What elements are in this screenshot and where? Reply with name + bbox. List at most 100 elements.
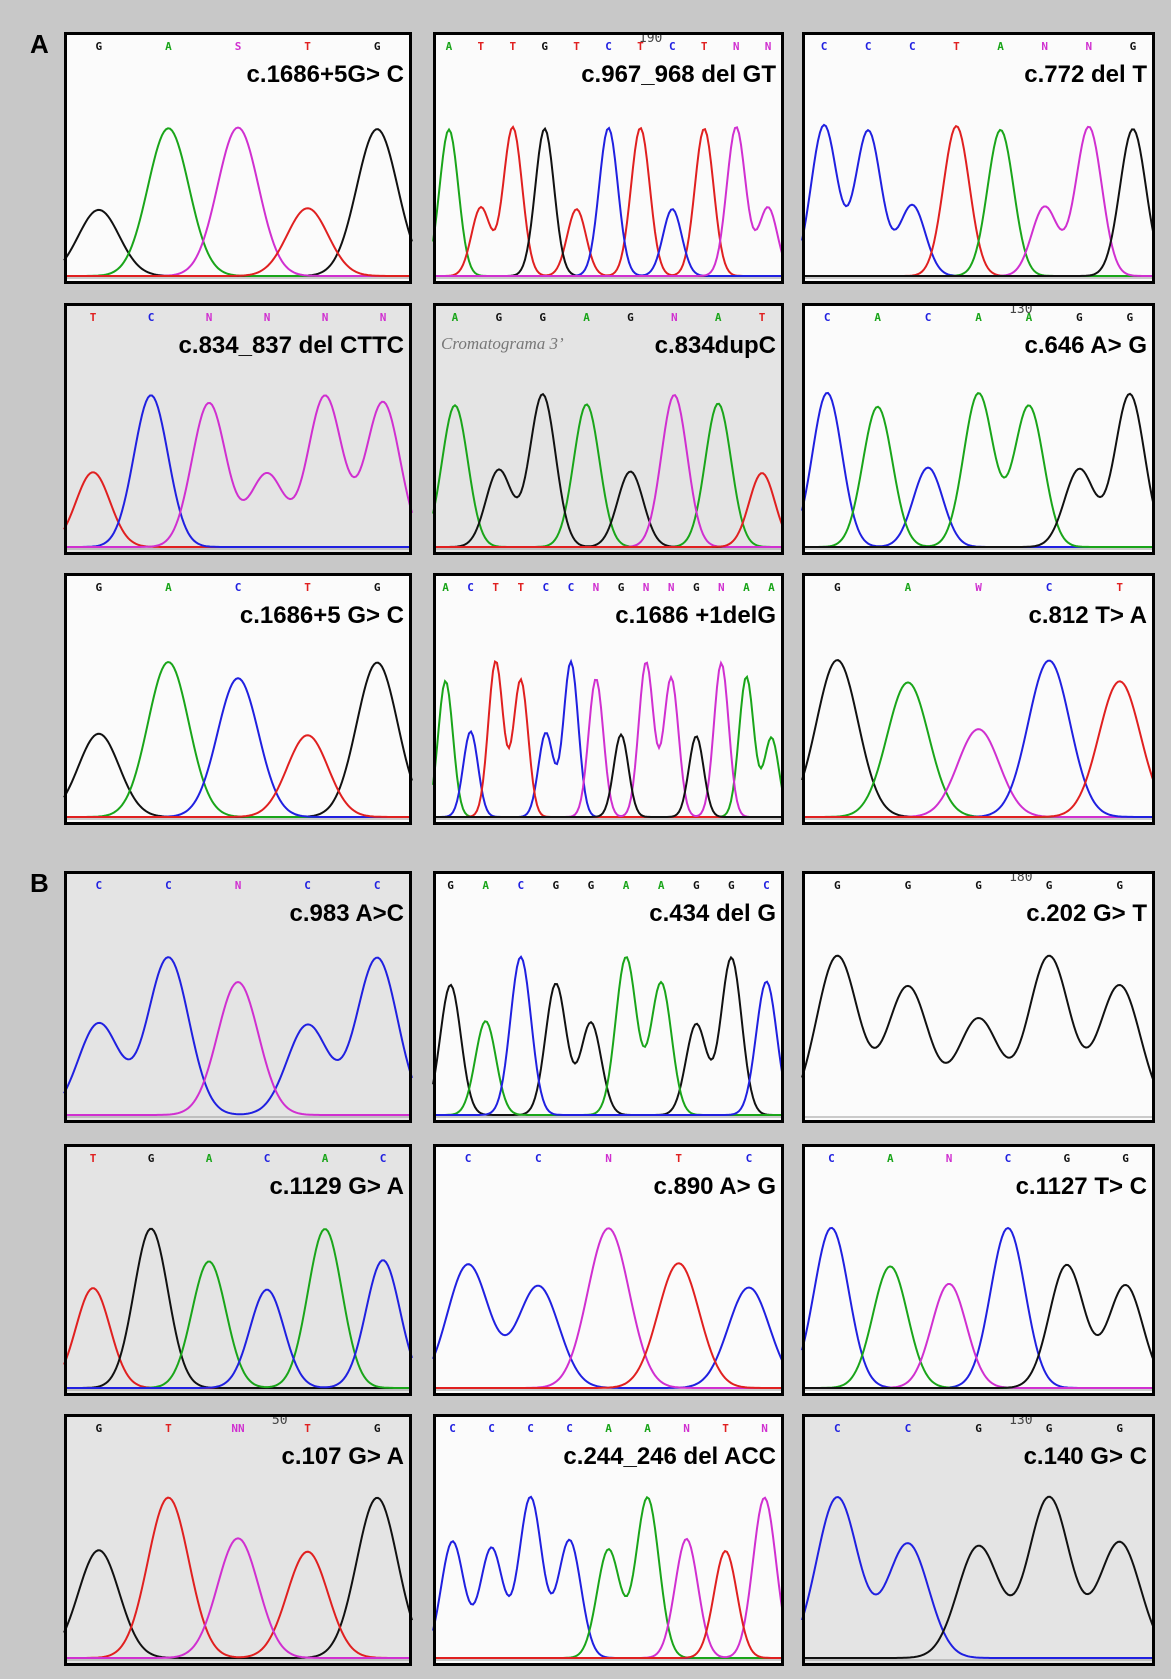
- base-call: T: [90, 1152, 97, 1165]
- base-call: T: [1116, 581, 1123, 594]
- chromatogram-panel: G A C G G A A G G Cc.434 del G: [432, 871, 784, 1123]
- base-call: C: [568, 581, 575, 594]
- base-call: N: [593, 581, 600, 594]
- trace: [433, 472, 784, 548]
- mutation-label: c.967_968 del GT: [581, 61, 776, 88]
- trace: [64, 1259, 413, 1389]
- base-call: G: [1076, 311, 1083, 324]
- trace: [433, 126, 784, 277]
- trace: [64, 1537, 412, 1659]
- trace: [802, 680, 1155, 818]
- mutation-label: c.244_246 del ACC: [563, 1443, 776, 1470]
- base-call: T: [165, 1422, 172, 1435]
- base-call: N: [322, 311, 329, 324]
- mutation-label: c.834_837 del CTTC: [179, 332, 404, 359]
- panel-bg: [64, 1414, 412, 1666]
- mutation-label: c.1129 G> A: [269, 1173, 404, 1200]
- base-call: N: [668, 581, 675, 594]
- base-call: C: [905, 1422, 912, 1435]
- section-label: B: [30, 868, 49, 898]
- panel-border: [433, 32, 784, 284]
- panel-border: [433, 1414, 784, 1666]
- base-call: N: [683, 1422, 690, 1435]
- base-call: N: [643, 581, 650, 594]
- base-call: G: [1046, 1422, 1053, 1435]
- base-call: C: [566, 1422, 573, 1435]
- base-call: N: [718, 581, 725, 594]
- base-call: C: [828, 1152, 835, 1165]
- base-call: A: [644, 1422, 651, 1435]
- base-call: N: [671, 311, 678, 324]
- base-call: C: [821, 40, 828, 53]
- base-call: N: [235, 879, 242, 892]
- base-call: C: [467, 581, 474, 594]
- panel-bg: [802, 1144, 1155, 1396]
- panel-border: [64, 303, 412, 555]
- panel-bg: [802, 573, 1155, 825]
- panel-border: [433, 1144, 784, 1396]
- base-call: G: [541, 40, 548, 53]
- base-call: G: [374, 1422, 381, 1435]
- base-call: C: [824, 311, 831, 324]
- base-call: T: [304, 40, 311, 53]
- base-call: G: [496, 311, 503, 324]
- panel-bg: [64, 573, 412, 825]
- chromatogram-panel: A C T T C C N G N N G N A Ac.1686 +1delG: [432, 573, 784, 825]
- mutation-label: c.772 del T: [1024, 61, 1147, 88]
- chromatogram-panel: G A W C Tc.812 T> A: [801, 573, 1155, 825]
- base-call: T: [509, 40, 516, 53]
- base-call: G: [553, 879, 560, 892]
- base-call: A: [874, 311, 881, 324]
- trace: [802, 128, 1155, 277]
- base-call: G: [905, 879, 912, 892]
- panel-border: [802, 871, 1155, 1123]
- panel-border: [433, 303, 784, 555]
- mutation-label: c.1686+5 G> C: [240, 602, 404, 629]
- section-label: A: [30, 29, 49, 59]
- base-call: T: [304, 1422, 311, 1435]
- base-call: W: [975, 581, 982, 594]
- base-call: A: [452, 311, 459, 324]
- base-call: C: [1046, 581, 1053, 594]
- panel-border: [64, 573, 412, 825]
- panel-border: [64, 871, 412, 1123]
- base-call: G: [1046, 879, 1053, 892]
- base-call: T: [90, 311, 97, 324]
- panel-bg: [64, 871, 412, 1123]
- base-call: C: [763, 879, 770, 892]
- base-call: A: [997, 40, 1004, 53]
- base-call: S: [235, 40, 242, 53]
- panel-border: [802, 1414, 1155, 1666]
- base-call: G: [539, 311, 546, 324]
- panel-border: [802, 1144, 1155, 1396]
- base-call: C: [527, 1422, 534, 1435]
- base-call: G: [834, 581, 841, 594]
- base-call: C: [605, 40, 612, 53]
- chromatogram-panel: C C C T A N N Gc.772 del T: [801, 32, 1155, 284]
- base-call: G: [1116, 1422, 1123, 1435]
- base-call: G: [693, 879, 700, 892]
- mutation-label: c.646 A> G: [1024, 332, 1147, 359]
- base-call: T: [953, 40, 960, 53]
- chromatogram-panel: G A S T Gc.1686+5G> C: [63, 32, 413, 284]
- panel-bg: [802, 303, 1155, 555]
- trace: [64, 1496, 412, 1659]
- base-call: A: [975, 311, 982, 324]
- base-call: A: [715, 311, 722, 324]
- base-call: C: [380, 1152, 387, 1165]
- panel-border: [64, 1144, 412, 1396]
- mutation-label: c.983 A>C: [289, 900, 404, 927]
- mutation-label: c.140 G> C: [1024, 1443, 1147, 1470]
- panel-bg: [433, 1414, 784, 1666]
- base-call: G: [1063, 1152, 1070, 1165]
- base-call: NN: [231, 1422, 244, 1435]
- base-call: C: [517, 879, 524, 892]
- panel-border: [64, 32, 412, 284]
- base-call: G: [447, 879, 454, 892]
- base-call: G: [618, 581, 625, 594]
- base-call: T: [759, 311, 766, 324]
- base-call: T: [573, 40, 580, 53]
